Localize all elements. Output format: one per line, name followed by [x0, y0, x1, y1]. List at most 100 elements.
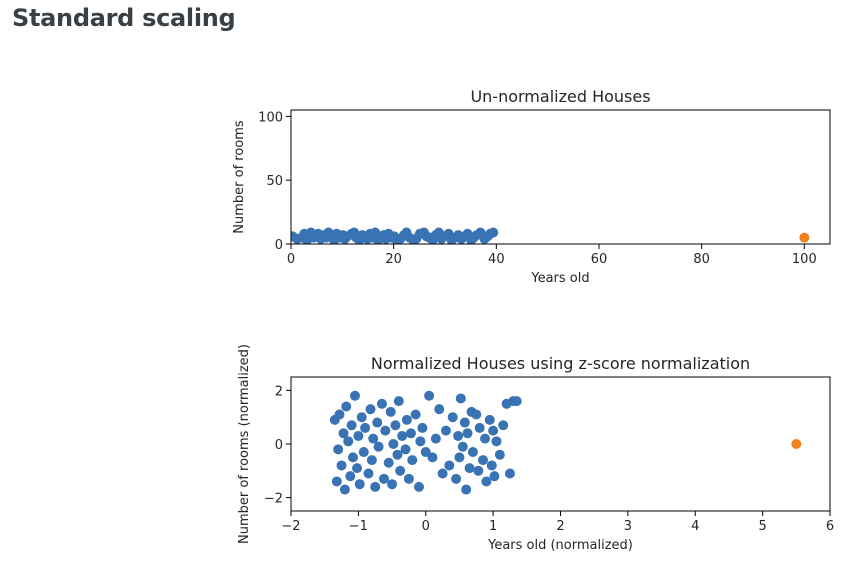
bottom-series-1-point	[373, 441, 384, 452]
bottom-series-1-point	[478, 455, 489, 466]
bottom-series-1-point	[459, 417, 470, 428]
bottom-series-1-point	[455, 393, 466, 404]
bottom-series-1-point	[343, 436, 354, 447]
bottom-series-1-point	[417, 422, 428, 433]
bottom-series-1-point	[385, 406, 396, 417]
bottom-points	[329, 390, 802, 495]
bottom-series-1-point	[363, 468, 374, 479]
bottom-series-1-point	[338, 428, 349, 439]
top-x-tick-label: 80	[693, 252, 710, 267]
bottom-series-1-point	[352, 463, 363, 474]
bottom-series-1-point	[480, 433, 491, 444]
bottom-series-1-point	[511, 396, 522, 407]
bottom-series-1-point	[461, 484, 472, 495]
bottom-series-1-point	[358, 447, 369, 458]
bottom-series-1-point	[395, 465, 406, 476]
bottom-x-tick-label: 6	[826, 519, 834, 534]
bottom-series-1-point	[390, 420, 401, 431]
bottom-series-1-point	[444, 460, 455, 471]
bottom-series-1-point	[451, 473, 462, 484]
bottom-series-1-point	[365, 404, 376, 415]
bottom-series-1-point	[356, 412, 367, 423]
top-x-tick-label: 40	[488, 252, 505, 267]
top-x-tick-label: 60	[591, 252, 608, 267]
top-x-tick-label: 100	[792, 252, 817, 267]
top-series-1-point	[488, 227, 499, 238]
bottom-series-1-point	[430, 433, 441, 444]
bottom-chart: Normalized Houses using z-score normaliz…	[237, 344, 834, 553]
bottom-series-1-point	[341, 401, 352, 412]
bottom-series-1-point	[347, 452, 358, 463]
bottom-series-1-point	[360, 422, 371, 433]
bottom-series-1-point	[462, 428, 473, 439]
bottom-series-1-point	[464, 463, 475, 474]
top-y-axis-label: Number of rooms	[232, 120, 247, 234]
page-title: Standard scaling	[12, 4, 236, 32]
bottom-series-1-point	[333, 444, 344, 455]
bottom-series-1-point	[424, 390, 435, 401]
bottom-x-tick-label: 1	[489, 519, 497, 534]
bottom-series-1-point	[471, 409, 482, 420]
bottom-series-1-point	[447, 412, 458, 423]
bottom-series-1-point	[481, 476, 492, 487]
bottom-series-1-point	[366, 455, 377, 466]
bottom-series-1-point	[440, 425, 451, 436]
bottom-series-1-point	[407, 455, 418, 466]
top-y-tick-label: 100	[258, 110, 283, 125]
bottom-series-1-point	[488, 425, 499, 436]
bottom-x-tick-label: 0	[422, 519, 430, 534]
bottom-series-1-point	[372, 417, 383, 428]
bottom-series-1-point	[400, 444, 411, 455]
bottom-plot-frame	[290, 376, 831, 512]
bottom-series-1-point	[414, 481, 425, 492]
bottom-series-1-point	[346, 420, 357, 431]
bottom-series-1-point	[393, 396, 404, 407]
bottom-series-1-point	[453, 430, 464, 441]
bottom-x-tick-label: −2	[281, 519, 300, 534]
top-x-tick-label: 0	[287, 252, 295, 267]
bottom-series-1-point	[473, 465, 484, 476]
top-chart-title: Un-normalized Houses	[470, 87, 650, 106]
bottom-x-axis-label: Years old (normalized)	[487, 538, 633, 553]
bottom-series-1-point	[376, 398, 387, 409]
bottom-y-tick-label: 0	[275, 438, 283, 453]
bottom-series-1-point	[387, 479, 398, 490]
bottom-series-1-point	[420, 447, 431, 458]
bottom-series-2-point	[791, 439, 802, 449]
bottom-series-1-point	[415, 436, 426, 447]
bottom-series-1-point	[454, 452, 465, 463]
bottom-y-tick-label: −2	[264, 492, 283, 507]
top-chart: Un-normalized Houses 0 20 40 60 80 100 0 50 100 Ye…	[232, 87, 831, 286]
bottom-series-1-point	[486, 460, 497, 471]
bottom-series-1-point	[383, 457, 394, 468]
top-y-tick-label: 0	[275, 238, 283, 253]
top-x-axis-label: Years old	[530, 271, 589, 286]
bottom-series-1-point	[378, 473, 389, 484]
bottom-series-1-point	[498, 420, 509, 431]
bottom-series-1-point	[350, 390, 361, 401]
bottom-series-1-point	[489, 471, 500, 482]
bottom-series-1-point	[491, 436, 502, 447]
bottom-series-1-point	[434, 404, 445, 415]
top-points	[291, 227, 810, 244]
bottom-series-1-point	[410, 409, 421, 420]
top-series-2-point	[799, 232, 810, 243]
bottom-series-1-point	[467, 447, 478, 458]
bottom-series-1-point	[401, 414, 412, 425]
bottom-series-1-point	[353, 430, 364, 441]
bottom-x-tick-label: 2	[556, 519, 564, 534]
bottom-chart-title: Normalized Houses using z-score normaliz…	[371, 354, 750, 373]
bottom-x-tick-label: 4	[691, 519, 699, 534]
bottom-series-1-point	[494, 449, 505, 460]
bottom-series-1-point	[345, 471, 356, 482]
bottom-series-1-point	[334, 409, 345, 420]
bottom-series-1-point	[380, 425, 391, 436]
bottom-series-1-point	[370, 481, 381, 492]
bottom-series-1-point	[354, 479, 365, 490]
bottom-series-1-point	[336, 460, 347, 471]
bottom-series-1-point	[457, 441, 468, 452]
bottom-series-1-point	[397, 430, 408, 441]
bottom-series-1-point	[339, 484, 350, 495]
bottom-x-tick-label: 3	[624, 519, 632, 534]
